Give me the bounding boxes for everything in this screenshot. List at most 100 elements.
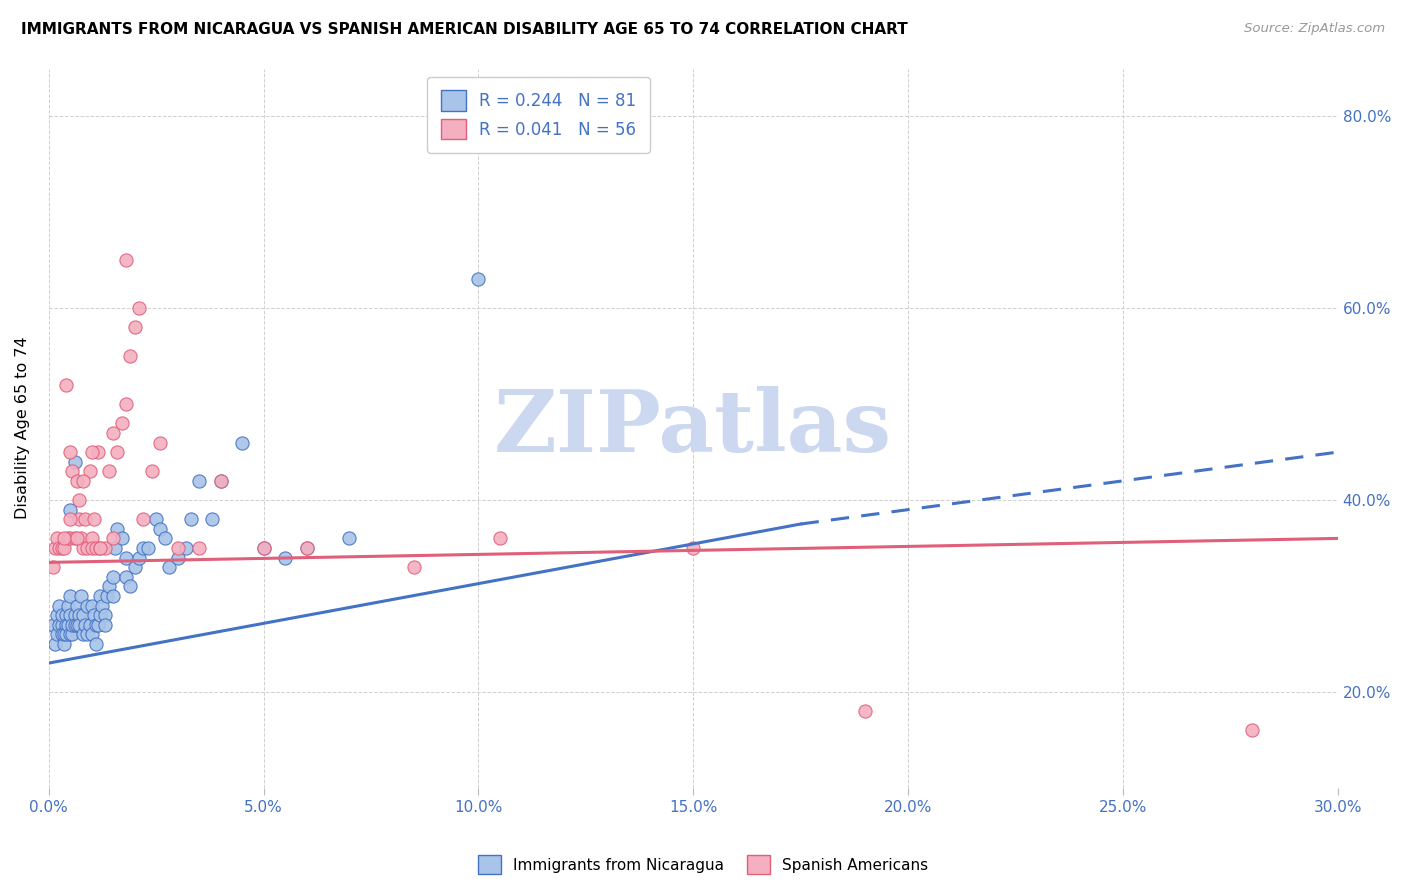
Point (180, 512, 202, 526)
Point (103, 532, 125, 546)
Point (80, 445, 103, 459)
Point (66, 474, 89, 488)
Y-axis label: Disability Age 65 to 74: Disability Age 65 to 74 (15, 337, 30, 519)
Point (188, 474, 211, 488)
Point (111, 417, 134, 431)
Text: Source: ZipAtlas.com: Source: ZipAtlas.com (1244, 22, 1385, 36)
Point (51, 541, 73, 555)
Point (93, 541, 115, 555)
Point (63, 608, 86, 623)
Point (103, 570, 125, 584)
Point (84, 617, 107, 632)
Point (166, 541, 188, 555)
Point (128, 301, 150, 316)
Point (575, 829, 598, 843)
Point (274, 550, 297, 565)
Point (402, 560, 425, 574)
Point (252, 541, 274, 555)
Point (51, 617, 73, 632)
Point (132, 512, 155, 526)
Point (91, 599, 114, 613)
Point (209, 474, 232, 488)
Point (66, 617, 89, 632)
Point (59, 512, 82, 526)
Point (67, 617, 90, 632)
Point (132, 541, 155, 555)
Point (76, 599, 98, 613)
Point (87, 445, 110, 459)
Point (59, 589, 82, 603)
Point (55, 378, 77, 392)
Point (149, 435, 172, 450)
Point (76, 627, 98, 641)
Point (55, 627, 77, 641)
Point (231, 435, 253, 450)
Point (59, 502, 82, 516)
Point (67, 608, 90, 623)
Point (67, 512, 90, 526)
Point (72, 608, 94, 623)
Point (48, 617, 70, 632)
Point (87, 617, 110, 632)
Point (128, 550, 150, 565)
Point (48, 541, 70, 555)
Point (157, 560, 180, 574)
Point (59, 608, 82, 623)
Point (52, 541, 75, 555)
Point (103, 425, 125, 440)
Point (76, 541, 98, 555)
Point (489, 532, 512, 546)
Point (52, 637, 75, 651)
Legend: Immigrants from Nicaragua, Spanish Americans: Immigrants from Nicaragua, Spanish Ameri… (472, 849, 934, 880)
Point (70, 532, 93, 546)
Point (166, 550, 188, 565)
Point (188, 541, 211, 555)
Point (83, 608, 105, 623)
Point (853, 704, 876, 718)
Point (59, 532, 82, 546)
Legend: R = 0.244   N = 81, R = 0.041   N = 56: R = 0.244 N = 81, R = 0.041 N = 56 (427, 77, 650, 153)
Point (48, 599, 70, 613)
Text: IMMIGRANTS FROM NICARAGUA VS SPANISH AMERICAN DISABILITY AGE 65 TO 74 CORRELATIO: IMMIGRANTS FROM NICARAGUA VS SPANISH AME… (21, 22, 908, 37)
Point (42, 560, 65, 574)
Point (84, 541, 107, 555)
Point (56, 532, 79, 546)
Point (46, 608, 69, 623)
Point (55, 617, 77, 632)
Point (83, 512, 105, 526)
Point (46, 627, 69, 641)
Point (52, 532, 75, 546)
Point (115, 550, 138, 565)
Point (44, 541, 66, 555)
Point (60, 617, 83, 632)
Point (124, 560, 146, 574)
Point (136, 541, 159, 555)
Point (67, 493, 90, 508)
Point (60, 464, 83, 478)
Point (111, 532, 134, 546)
Point (467, 272, 489, 286)
Point (63, 617, 86, 632)
Point (89, 608, 111, 623)
Point (80, 627, 103, 641)
Point (46, 532, 69, 546)
Point (252, 541, 274, 555)
Point (120, 579, 142, 593)
Point (107, 445, 129, 459)
Point (153, 532, 176, 546)
Point (80, 541, 103, 555)
Point (75, 617, 97, 632)
Point (339, 532, 361, 546)
Point (141, 464, 163, 478)
Point (89, 589, 111, 603)
Point (209, 474, 232, 488)
Point (104, 541, 127, 555)
Point (107, 522, 129, 536)
Point (115, 397, 138, 411)
Point (72, 541, 94, 555)
Point (56, 617, 79, 632)
Point (174, 541, 197, 555)
Point (56, 599, 79, 613)
Point (70, 589, 93, 603)
Point (72, 474, 94, 488)
